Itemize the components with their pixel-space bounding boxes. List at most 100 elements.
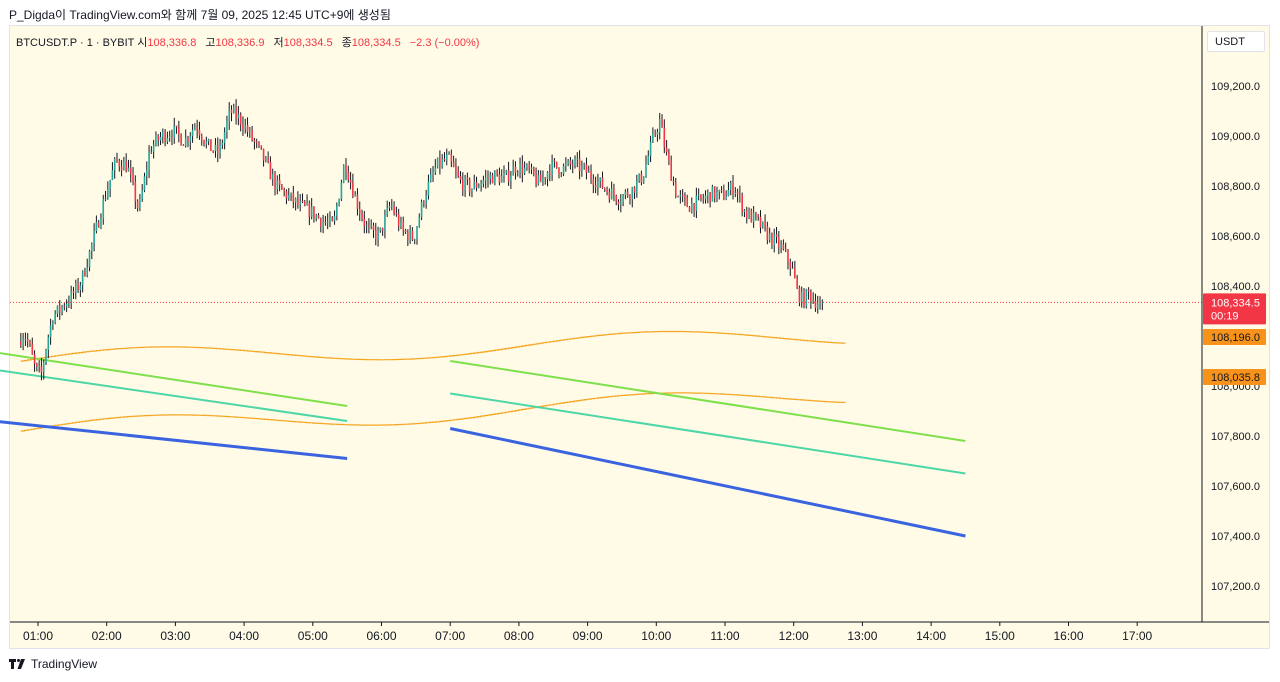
candle-up: [537, 174, 540, 185]
candle-up: [812, 300, 814, 302]
candle-down: [796, 278, 798, 288]
candle-down: [672, 180, 675, 183]
candle-up: [576, 158, 579, 160]
high-value: 108,336.9: [215, 37, 265, 49]
price-axis: 109,200.0 109,000.0 108,800.0 108,600.0 108,…: [1211, 81, 1260, 593]
candle-up: [391, 205, 393, 207]
time-tick-label: 10:00: [641, 629, 671, 643]
candle-down: [544, 177, 547, 180]
candle-up: [377, 230, 379, 240]
candle-down: [461, 179, 464, 191]
candle-up: [166, 137, 169, 142]
candle-down: [285, 191, 288, 199]
candle-up: [473, 182, 476, 189]
chart-panel[interactable]: [9, 25, 1270, 649]
countdown-value: 00:19: [1211, 310, 1239, 322]
candle-down: [784, 248, 787, 251]
candle-up: [416, 226, 418, 240]
candle-up: [530, 167, 533, 170]
candle-up: [821, 302, 824, 304]
price-tick-label: 109,200.0: [1211, 81, 1260, 93]
candle-down: [407, 232, 409, 241]
tradingview-logo[interactable]: TradingView: [9, 657, 97, 671]
candle-up: [189, 136, 192, 142]
candle-down: [713, 186, 716, 199]
candle-up: [42, 362, 45, 373]
time-tick-label: 16:00: [1053, 629, 1083, 643]
candle-down: [423, 201, 425, 204]
time-tick-label: 02:00: [92, 629, 122, 643]
brand-label: TradingView: [31, 657, 98, 671]
candle-down: [402, 221, 405, 231]
candle-up: [780, 244, 782, 248]
candle-up: [152, 144, 155, 152]
candle-up: [333, 216, 336, 221]
candle-up: [88, 251, 91, 268]
candle-up: [748, 210, 750, 219]
candle-down: [129, 167, 132, 174]
candle-up: [223, 132, 226, 144]
candle-down: [798, 287, 801, 303]
currency-selector[interactable]: USDT: [1207, 31, 1265, 52]
candle-up: [658, 118, 661, 133]
candle-down: [97, 222, 100, 228]
candle-down: [372, 225, 375, 231]
candle-down: [301, 201, 304, 203]
candle-down: [120, 166, 123, 171]
candle-down: [20, 341, 22, 346]
price-tick-label: 108,600.0: [1211, 231, 1260, 243]
candle-up: [232, 106, 235, 113]
candle-down: [363, 218, 366, 226]
candle-up: [562, 165, 565, 174]
candle-layer: [20, 99, 824, 381]
candle-up: [168, 136, 171, 138]
candle-up: [516, 172, 519, 174]
candle-down: [535, 174, 537, 185]
candle-up: [500, 175, 503, 183]
candle-down: [521, 163, 524, 174]
price-tick-label: 107,400.0: [1211, 531, 1260, 543]
candle-down: [132, 173, 134, 182]
candle-down: [594, 184, 597, 188]
candle-up: [716, 192, 718, 199]
candle-up: [47, 337, 50, 351]
blue-trend-line: [0, 420, 348, 460]
candle-down: [755, 212, 757, 216]
candle-down: [178, 127, 180, 135]
candle-up: [276, 180, 279, 190]
low-value: 108,334.5: [283, 37, 333, 49]
candle-down: [180, 134, 182, 145]
candle-up: [436, 157, 439, 168]
candle-up: [290, 192, 292, 196]
candle-down: [134, 181, 137, 202]
candle-up: [638, 173, 640, 181]
candle-down: [262, 148, 265, 161]
candle-down: [617, 201, 620, 205]
candle-down: [297, 198, 299, 205]
candle-down: [732, 182, 734, 194]
candle-down: [794, 267, 796, 279]
candle-up: [679, 194, 682, 197]
candle-down: [741, 194, 743, 212]
blue-trend-line: [449, 427, 966, 538]
candle-down: [33, 354, 36, 364]
candle-down: [764, 221, 766, 227]
candle-down: [455, 166, 457, 172]
candle-up: [645, 163, 647, 177]
candle-down: [331, 217, 334, 221]
candle-up: [329, 217, 331, 222]
candle-up: [24, 339, 27, 341]
candle-down: [356, 194, 359, 209]
candle-down: [443, 158, 446, 161]
candle-down: [216, 144, 219, 154]
candle-up: [725, 196, 727, 200]
candle-down: [77, 283, 79, 290]
candle-down: [571, 164, 574, 166]
candle-up: [523, 167, 526, 174]
candle-down: [457, 171, 460, 177]
candle-up: [505, 170, 508, 174]
candle-down: [196, 126, 198, 130]
candle-up: [448, 153, 450, 155]
candle-up: [597, 181, 599, 188]
